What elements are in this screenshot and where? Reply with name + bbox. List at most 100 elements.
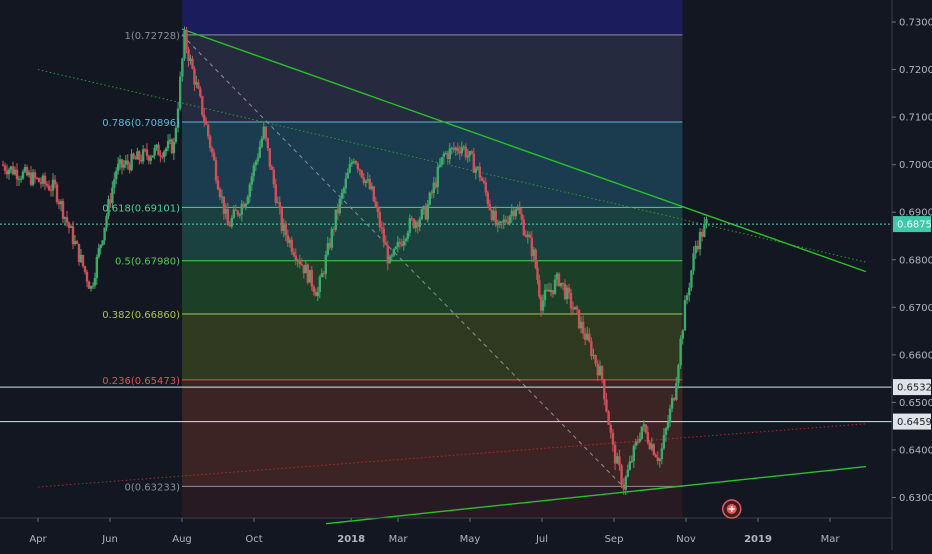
candle-body [482, 180, 485, 183]
candle-body [536, 267, 539, 281]
candle-body [258, 146, 261, 158]
candle-body [378, 212, 381, 228]
candle-body [338, 198, 341, 214]
candle-body [622, 484, 625, 490]
candle-body [161, 156, 164, 158]
candle-body [504, 219, 507, 223]
candle-body [428, 192, 431, 205]
candle-body [670, 397, 674, 409]
candle-body [145, 149, 149, 156]
candle-body [500, 221, 503, 223]
candle-body [575, 306, 579, 310]
candle-body [191, 58, 194, 69]
candle-body [398, 241, 401, 244]
candle-body [632, 445, 635, 462]
candle-body [342, 188, 345, 193]
candle-body [218, 189, 222, 198]
candle-body [607, 411, 610, 425]
candle-body [47, 185, 51, 191]
price-axis-bg [892, 0, 932, 550]
fib-label: 0.382(0.66860) [102, 310, 180, 321]
candle-body [318, 277, 321, 292]
candle-body [688, 287, 691, 296]
candle-body [292, 251, 295, 256]
candle-body [414, 221, 417, 228]
candle-body [654, 454, 657, 458]
candle-body [312, 286, 315, 292]
candle-body [538, 280, 541, 297]
candle-body [136, 151, 139, 160]
candle-body [65, 217, 69, 223]
candle-body [677, 365, 680, 384]
candle-body [140, 159, 143, 162]
candle-body [598, 366, 602, 376]
candle-body [101, 240, 104, 245]
candle-body [579, 321, 583, 329]
candle-body [565, 287, 569, 299]
candle-body [310, 269, 313, 287]
fib-label: 0.5(0.67980) [115, 257, 180, 268]
candle-body [456, 147, 459, 152]
candle-body [588, 333, 591, 342]
candle-body [29, 172, 33, 185]
time-axis[interactable]: Apr Jun Aug Oct 2018 Mar May Jul Sep Nov 2019 Mar [0, 517, 892, 545]
candle-body [187, 49, 190, 61]
candle-body [470, 151, 473, 154]
candle-body [524, 235, 527, 237]
time-tick-label: Nov [676, 534, 696, 545]
fib-band-0.236 [182, 379, 683, 487]
candle-body [652, 444, 655, 455]
candle-body [59, 201, 63, 205]
time-tick-label: Mar [389, 534, 409, 545]
candle-body [490, 209, 493, 221]
candle-body [5, 170, 9, 175]
candle-body [49, 190, 53, 192]
time-tick-label: May [460, 534, 481, 545]
candle-body [316, 291, 319, 297]
candle-body [640, 426, 643, 439]
candle-body [696, 245, 700, 250]
candle-body [226, 209, 230, 226]
candle-body [203, 114, 206, 122]
candle-body [109, 199, 112, 204]
candle-body [9, 166, 13, 170]
candle-body [138, 151, 141, 160]
candle-body [618, 456, 621, 466]
candle-body [436, 166, 439, 188]
candle-body [561, 282, 565, 284]
candle-body [650, 444, 653, 449]
candle-body [41, 175, 45, 184]
candle-body [402, 241, 405, 246]
candle-body [199, 88, 202, 97]
candle-body [642, 424, 645, 427]
candle-body [286, 235, 289, 244]
candle-body [11, 166, 15, 175]
candle-body [222, 196, 226, 214]
candle-body [174, 127, 178, 142]
trendline-descending-resistance [181, 28, 867, 273]
candle-body [440, 157, 443, 165]
candle-body [220, 196, 224, 198]
candle-body [390, 255, 393, 257]
candle-body [328, 242, 331, 248]
candle-body [424, 205, 427, 220]
candle-body [254, 161, 257, 166]
candle-body [448, 148, 451, 160]
candle-body [1, 164, 5, 166]
candle-body [404, 238, 407, 242]
candle-body [418, 219, 421, 227]
candle-body [384, 242, 387, 246]
candle-body [118, 159, 122, 164]
candle-body [438, 164, 441, 167]
candle-body [134, 157, 137, 160]
candle-body [514, 209, 517, 217]
candle-body [95, 256, 99, 279]
candle-body [396, 241, 399, 247]
marker[interactable] [721, 499, 742, 519]
candle-body [163, 151, 166, 158]
